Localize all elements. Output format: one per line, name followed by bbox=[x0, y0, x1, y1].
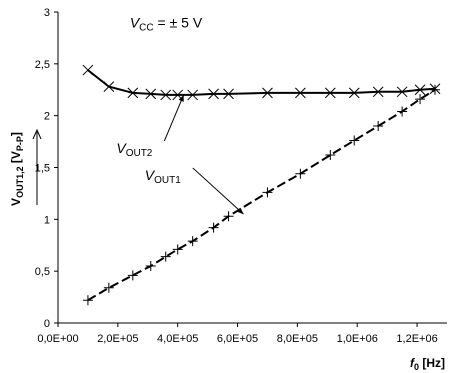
vcc-rest: = ± 5 V bbox=[154, 15, 203, 31]
data-point-vout1 bbox=[325, 150, 336, 161]
leader-line-vout2 bbox=[163, 94, 185, 142]
x-axis-title-unit: [Hz] bbox=[419, 356, 445, 370]
series-label-main: V bbox=[116, 140, 127, 156]
y-axis-title-unit: [V bbox=[9, 151, 23, 166]
x-tick-label: 2,0E+05 bbox=[97, 333, 138, 345]
data-point-vout1 bbox=[187, 236, 198, 247]
data-point-vout2 bbox=[208, 88, 219, 100]
y-tick-label: 2,5 bbox=[35, 59, 50, 71]
data-point-vout2 bbox=[372, 86, 384, 98]
series-label-sub: OUT1 bbox=[154, 175, 181, 186]
series-layer bbox=[82, 64, 441, 306]
y-axis-title-unit-sub: P-P bbox=[15, 136, 25, 151]
data-point-vout2 bbox=[187, 89, 199, 101]
x-tick-label: 6,0E+05 bbox=[217, 333, 258, 345]
series-line-vout1 bbox=[87, 88, 436, 302]
y-axis-title-sub: OUT1,2 bbox=[15, 166, 25, 198]
data-point-vout2 bbox=[223, 88, 234, 100]
data-point-vout2 bbox=[348, 87, 360, 99]
series-label-sub: OUT2 bbox=[126, 148, 153, 159]
y-tick-label: 2 bbox=[44, 111, 50, 123]
data-point-vout2 bbox=[262, 87, 273, 99]
data-point-vout1 bbox=[262, 187, 273, 198]
x-tick-label: 8,0E+05 bbox=[277, 333, 318, 345]
data-point-vout1 bbox=[127, 270, 138, 281]
y-axis-arrow-head bbox=[32, 128, 42, 140]
data-point-vout1 bbox=[103, 282, 114, 293]
data-point-vout1 bbox=[397, 106, 408, 117]
vcc-main: V bbox=[130, 15, 141, 31]
y-tick-label: 3 bbox=[44, 7, 50, 19]
x-tick-label: 1,0E+06 bbox=[337, 333, 378, 345]
leader-line-vout1 bbox=[192, 167, 244, 215]
data-point-vout1 bbox=[223, 211, 234, 222]
data-point-vout2 bbox=[414, 84, 426, 96]
data-point-vout2 bbox=[295, 87, 306, 99]
data-point-vout1 bbox=[82, 295, 93, 306]
data-point-vout2 bbox=[103, 81, 115, 92]
data-point-vout2 bbox=[160, 89, 172, 101]
data-point-vout1 bbox=[415, 94, 426, 105]
series-label-vout2: VOUT2 bbox=[116, 140, 152, 159]
y-axis-title-main: V bbox=[9, 198, 23, 206]
data-point-vout1 bbox=[172, 244, 183, 255]
data-point-vout1 bbox=[295, 168, 306, 179]
data-point-vout2 bbox=[145, 88, 157, 100]
series-label-main: V bbox=[145, 167, 156, 183]
data-point-vout2 bbox=[429, 83, 441, 95]
series-vout2 bbox=[82, 64, 441, 101]
x-axis-title-main: f bbox=[410, 356, 415, 370]
x-tick-label: 1,2E+06 bbox=[396, 333, 437, 345]
data-point-vout2 bbox=[82, 64, 94, 76]
vcc-annotation: VCC = ± 5 V bbox=[130, 15, 203, 34]
y-tick-label: 0,5 bbox=[35, 266, 50, 278]
leader-arrow-vout2 bbox=[178, 94, 184, 102]
x-tick-label: 4,0E+05 bbox=[157, 333, 198, 345]
y-axis-title-close: ] bbox=[9, 132, 23, 136]
series-label-vout1: VOUT1 bbox=[145, 167, 181, 186]
y-tick-label: 0 bbox=[44, 318, 50, 330]
series-line-vout2 bbox=[87, 69, 436, 96]
y-tick-label: 1 bbox=[44, 214, 50, 226]
data-point-vout1 bbox=[349, 135, 360, 146]
data-point-vout1 bbox=[160, 251, 171, 262]
x-tick-label: 0,0E+00 bbox=[37, 333, 78, 345]
data-point-vout1 bbox=[145, 260, 156, 271]
data-point-vout2 bbox=[324, 87, 336, 99]
x-axis-title: f0 [Hz] bbox=[410, 356, 445, 372]
data-point-vout2 bbox=[396, 86, 408, 98]
leader-arrow-vout1 bbox=[236, 207, 244, 215]
axes: 0 0,5 1 1,5 2 2,5 3 0,0E+00 2,0E+05 4,0E+05 6,0E+0… bbox=[9, 7, 447, 372]
data-point-vout1 bbox=[373, 121, 384, 132]
data-point-vout1 bbox=[208, 222, 219, 233]
y-axis-title: VOUT1,2 [VP-P] bbox=[9, 132, 25, 206]
vcc-sub: CC bbox=[139, 23, 153, 34]
series-vout1 bbox=[82, 84, 441, 306]
y-tick-label: 1,5 bbox=[35, 163, 50, 175]
data-point-vout2 bbox=[127, 87, 139, 99]
x-axis-title-sub: 0 bbox=[414, 362, 419, 372]
